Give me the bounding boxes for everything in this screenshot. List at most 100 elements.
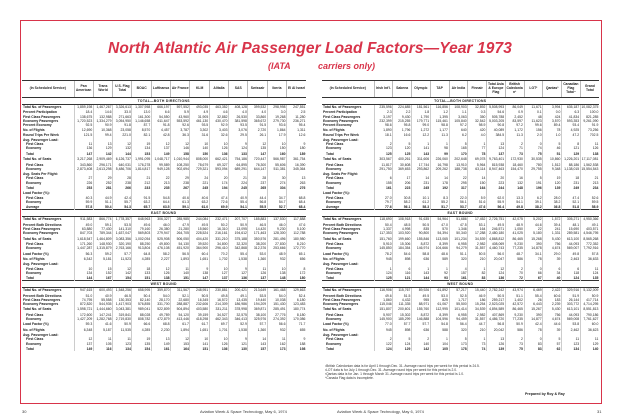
- table-cell: 22,680: [170, 297, 190, 303]
- table-row: Economy 1,447,287 1,315,879 2,763,166 913,80…: [22, 246, 306, 251]
- column-header: Pan American: [73, 80, 94, 98]
- table-cell: 311,567: [170, 287, 190, 293]
- table-cell: 504,894: [170, 306, 190, 312]
- table-cell: [266, 190, 287, 196]
- table-cell: 4,457: [150, 127, 171, 133]
- table-cell: 57: [542, 341, 562, 346]
- table-cell: 90,800: [411, 231, 431, 236]
- table-cell: 1,572: [542, 216, 562, 222]
- table-cell: 69.7: [208, 321, 229, 327]
- table-cell: 155,760: [411, 306, 431, 312]
- table-cell: 10: [73, 266, 94, 271]
- row-label: Economy Passengers: [23, 118, 59, 123]
- table-cell: 59.1: [92, 221, 113, 227]
- table-cell: 949,128: [150, 166, 171, 171]
- table-cell: 42.4: [523, 321, 543, 327]
- table-cell: [486, 261, 506, 267]
- table-cell: 780: [523, 161, 543, 167]
- table-cell: 69,078: [467, 155, 487, 162]
- table-cell: 180,774: [286, 306, 306, 312]
- table-cell: 291,750: [373, 166, 393, 171]
- table-cell: 124: [579, 270, 599, 275]
- table-cell: 141,310: [112, 226, 132, 232]
- table-row: First Class 6 17 14 14 22 14 20 16 5 19 18 21: [322, 176, 599, 181]
- page-border: [20, 20, 602, 404]
- table-cell: 43,974: [504, 287, 524, 293]
- table-cell: 1,894: [170, 326, 190, 333]
- row-label: First Class: [326, 176, 344, 181]
- table-cell: 151,430: [266, 302, 287, 307]
- table-cell: 342,868: [228, 246, 248, 251]
- table-cell: 41,025: [504, 231, 524, 236]
- table-cell: 2: [504, 142, 524, 147]
- table-cell: 1,548,256: [112, 287, 132, 293]
- table-cell: 1: [429, 337, 449, 342]
- table-cell: 59.5: [579, 199, 599, 204]
- table-cell: 14,878: [523, 246, 543, 251]
- table-cell: 2.5: [286, 109, 306, 115]
- table-cell: 221: [189, 180, 210, 185]
- table-cell: 1,272: [411, 127, 431, 133]
- table-cell: 118,690: [373, 216, 393, 222]
- table-cell: 145,850: [373, 246, 393, 251]
- table-cell: 4.0: [247, 109, 268, 115]
- table-cell: 3,302: [189, 127, 210, 133]
- table-cell: 702.5: [579, 132, 599, 137]
- row-label: Avg. Passenger Load:: [323, 333, 359, 338]
- table-cell: 245: [411, 184, 431, 191]
- table-cell: 167: [92, 274, 113, 281]
- table-cell: 522,809: [150, 306, 171, 312]
- table-cell: 149: [150, 150, 171, 156]
- table-cell: 54.0: [150, 292, 171, 298]
- table-cell: 59.1: [170, 203, 190, 210]
- table-cell: 92.5: [73, 123, 94, 128]
- table-cell: 48.9: [504, 221, 524, 227]
- table-cell: 21: [228, 176, 248, 181]
- table-cell: 171,260: [73, 240, 94, 247]
- row-label: Economy: [326, 246, 342, 251]
- table-cell: [228, 136, 248, 143]
- table-cell: 153: [131, 150, 152, 156]
- table-cell: 210: [467, 326, 487, 333]
- table-cell: 172: [286, 270, 306, 275]
- table-cell: 36.8: [542, 203, 562, 210]
- table-cell: [411, 332, 431, 338]
- table-cell: 125: [373, 150, 393, 156]
- table-row: First Class 2 5 1 1 5 1 13 2 0 5 8 11: [322, 142, 599, 147]
- table-row: Avg. Passenger Load:: [322, 332, 599, 338]
- table-cell: 41.6: [92, 321, 113, 327]
- table-cell: [486, 136, 506, 143]
- table-cell: 50.5: [486, 292, 506, 298]
- table-cell: 189: [286, 150, 306, 156]
- table-cell: [131, 332, 152, 338]
- table-cell: 636: [411, 326, 431, 333]
- section-heading: WEST BOUND: [322, 280, 599, 289]
- row-label: Total No. of Passengers: [323, 217, 362, 222]
- table-cell: 15,440: [467, 287, 487, 293]
- table-row: Total 161 223 245 192 317 164 244 148 196 139 249 23…: [322, 184, 599, 191]
- table-cell: 55.4: [523, 292, 543, 298]
- table-cell: 5,508,993: [486, 104, 506, 110]
- table-cell: 52.1: [170, 292, 190, 298]
- table-cell: 132,988: [92, 114, 113, 119]
- row-label: Total No. of Passengers: [23, 105, 62, 109]
- row-label: Total No. of Seats: [23, 236, 52, 241]
- table-cell: 64,895: [228, 161, 248, 167]
- table-row: Economy Passengers 1,720,523 1,334,279 3,05…: [22, 118, 306, 123]
- table-row: Percent Both Directions 51.0 40.9 46.5 50.4 5…: [22, 292, 306, 298]
- table-cell: 11,535: [112, 326, 132, 333]
- footnote: ¹British Caledonian data is for April 1 …: [325, 364, 480, 368]
- table-cell: 91,635: [411, 216, 431, 222]
- table-cell: 68.8: [286, 195, 306, 200]
- table-cell: 29.0: [542, 250, 562, 256]
- table-cell: 1: [467, 337, 487, 342]
- row-label: Average: [326, 205, 340, 210]
- table-cell: 161: [373, 184, 393, 191]
- table-cell: 31,557: [467, 246, 487, 251]
- table-cell: 947,615: [73, 287, 94, 293]
- table-cell: 12.6: [286, 132, 306, 137]
- table-cell: 11,523: [112, 255, 132, 262]
- table-cell: 101,414: [448, 306, 468, 312]
- table-row: Economy Passengers 872,820 544,935 1,417,90…: [22, 302, 306, 307]
- table-cell: 54.6: [392, 250, 412, 256]
